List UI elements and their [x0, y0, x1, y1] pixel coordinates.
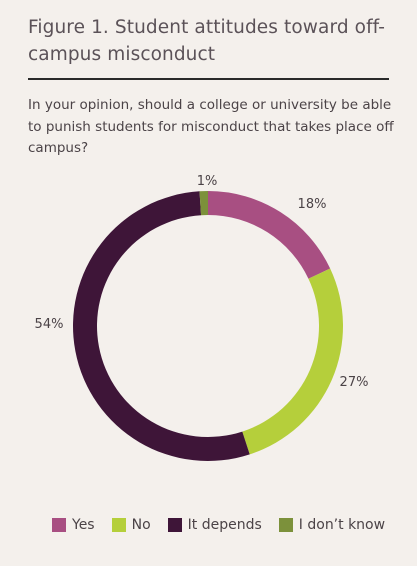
donut-slice-yes [208, 191, 331, 279]
legend-item-it-depends: It depends [167, 517, 262, 533]
legend-label-no: No [131, 517, 151, 533]
legend-swatch-it-depends [167, 518, 182, 532]
chart-title: Figure 1. Student attitudes toward off-c… [28, 17, 386, 65]
legend-item-no: No [111, 517, 151, 533]
legend-label-it-depends: It depends [187, 517, 262, 533]
donut-slice-no [242, 268, 343, 455]
chart-legend: Yes No It depends I don’t know [52, 517, 402, 533]
donut-slice-it-depends [73, 191, 250, 461]
legend-item-yes: Yes [52, 517, 95, 533]
legend-swatch-no [111, 518, 126, 532]
donut-slice-i-don-t-know [199, 191, 208, 216]
data-label-i-don-t-know: 1% [197, 174, 218, 189]
legend-item-dont-know: I don’t know [278, 517, 386, 533]
data-label-it-depends: 54% [35, 317, 64, 332]
survey-question: In your opinion, should a college or uni… [28, 97, 394, 156]
data-label-no: 27% [340, 375, 369, 390]
data-label-yes: 18% [298, 197, 327, 212]
legend-label-dont-know: I don’t know [298, 517, 386, 533]
legend-swatch-dont-know [278, 518, 293, 532]
legend-swatch-yes [52, 518, 66, 532]
title-divider [28, 78, 389, 80]
legend-label-yes: Yes [72, 517, 95, 533]
